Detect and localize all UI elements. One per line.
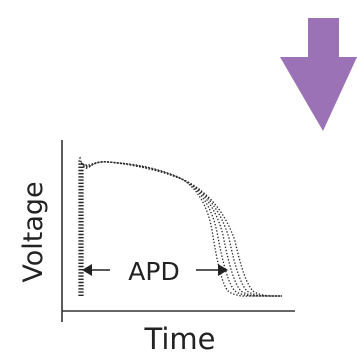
down-arrow-icon (280, 18, 357, 131)
x-axis-label: Time (144, 322, 216, 353)
apd-right-arrowhead (218, 264, 228, 276)
apd-label: APD (128, 257, 179, 286)
trace-4 (81, 161, 282, 297)
trace-2 (79, 160, 282, 297)
y-axis-label: Voltage (18, 181, 49, 282)
trace-3 (80, 159, 282, 297)
apd-left-arrowhead (82, 264, 92, 276)
trace-5 (82, 161, 282, 297)
trace-1 (78, 156, 282, 297)
apd-interval (82, 264, 228, 276)
action-potential-traces (78, 156, 282, 297)
